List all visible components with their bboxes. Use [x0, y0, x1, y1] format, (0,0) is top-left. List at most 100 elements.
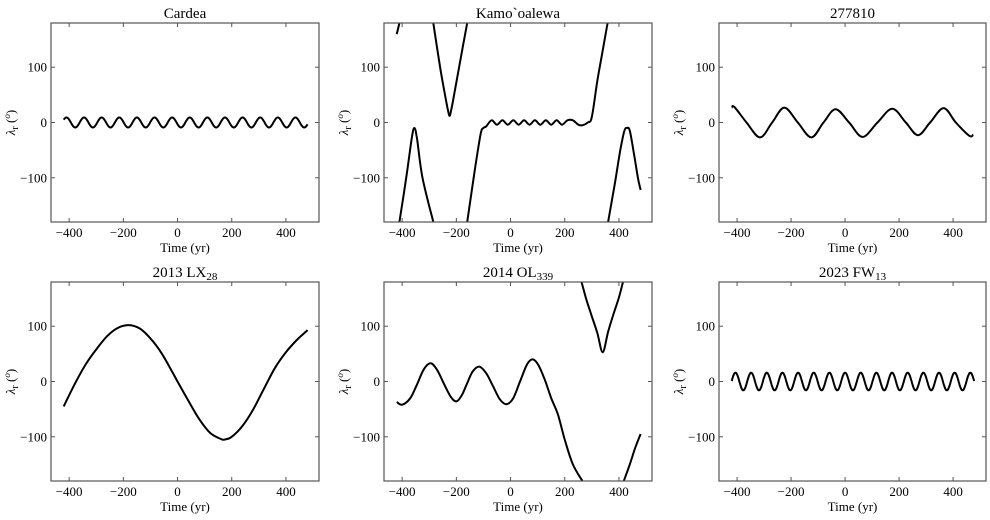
y-axis-label: λr (o): [670, 369, 689, 395]
data-line: [62, 324, 309, 441]
panel-cardea: Cardea Time (yr) λr (o) −400 −200 0 200 400−…: [2, 6, 320, 255]
panel-kamooalewa: Kamo`oalewa Time (yr) λr (o) −400 −200 0 20…: [335, 6, 653, 255]
x-tick-label: −400: [724, 225, 751, 240]
panel-2013-lx28: 2013 LX28 Time (yr) λr (o) −400 −200 0 200 4…: [2, 265, 320, 514]
x-tick-label: 400: [276, 225, 296, 240]
x-axis-label: Time (yr): [493, 499, 543, 514]
axes-frame: [50, 281, 320, 482]
x-tick-label: 0: [174, 484, 181, 499]
panel-title: 2023 FW13: [819, 265, 887, 283]
y-tick-label: 100: [696, 60, 716, 75]
y-tick-label: −100: [20, 429, 47, 444]
data-line: [395, 23, 642, 222]
series-line: [395, 23, 401, 35]
series-line: [62, 324, 309, 441]
x-tick-label: 0: [507, 225, 514, 240]
y-tick-label: 0: [41, 115, 48, 130]
y-tick-label: −100: [353, 170, 380, 185]
x-tick-label: −200: [110, 484, 137, 499]
y-axis-label: λr (o): [335, 369, 354, 395]
x-tick-label: 400: [943, 484, 963, 499]
x-tick-label: 200: [222, 225, 242, 240]
y-tick-label: −100: [353, 429, 380, 444]
axis-ticks: −400 −200 0 200 400 −100 0 100: [688, 23, 986, 240]
panel-title: 2013 LX28: [153, 265, 218, 283]
y-tick-label: 0: [374, 374, 381, 389]
x-tick-label: −200: [110, 225, 137, 240]
x-tick-label: 200: [555, 484, 575, 499]
y-tick-label: 0: [709, 115, 716, 130]
x-tick-label: −200: [778, 484, 805, 499]
x-tick-label: 400: [609, 484, 629, 499]
y-tick-label: 100: [361, 60, 381, 75]
x-tick-label: −200: [443, 484, 470, 499]
x-tick-label: −400: [389, 225, 416, 240]
data-line: [396, 282, 642, 481]
y-axis-label: λr (o): [335, 110, 354, 136]
data-line: [730, 105, 974, 139]
x-tick-label: 200: [555, 225, 575, 240]
x-tick-label: −400: [389, 484, 416, 499]
x-tick-label: 0: [507, 484, 514, 499]
axes-frame: [383, 22, 653, 223]
y-axis-label: λr (o): [670, 110, 689, 136]
x-tick-label: 400: [943, 225, 963, 240]
panel-2014-ol339: 2014 OL339 Time (yr) λr (o) −400 −200 0 200…: [335, 265, 653, 514]
x-tick-label: −200: [443, 225, 470, 240]
x-axis-label: Time (yr): [828, 499, 878, 514]
series-line: [432, 23, 469, 117]
y-tick-label: 100: [28, 319, 48, 334]
panel-2023-fw13: 2023 FW13 Time (yr) λr (o) −400 −200 0 200 4…: [670, 265, 987, 514]
panel-title: 2014 OL339: [483, 265, 554, 283]
x-tick-label: 0: [174, 225, 181, 240]
series-line: [396, 358, 584, 481]
panel-title: Kamo`oalewa: [476, 6, 560, 22]
x-tick-label: −400: [724, 484, 751, 499]
series-line: [398, 127, 435, 222]
x-axis-label: Time (yr): [160, 240, 210, 255]
x-tick-label: 200: [222, 484, 242, 499]
axis-ticks: −400 −200 0 200 400 −100 0 100: [353, 282, 652, 499]
axis-ticks: −400 −200 0 200 400 −100 0 100: [20, 23, 319, 240]
x-tick-label: −400: [56, 225, 83, 240]
axis-ticks: −400 −200 0 200 400 −100 0 100: [353, 23, 652, 240]
series-line: [466, 23, 609, 222]
panel-277810: 277810 Time (yr) λr (o) −400 −200 0 200 400−…: [670, 6, 987, 255]
y-tick-label: −100: [688, 429, 715, 444]
x-tick-label: −200: [778, 225, 805, 240]
axes-frame: [383, 281, 653, 482]
y-axis-label: λr (o): [2, 110, 21, 136]
axes-frame: [50, 22, 320, 223]
y-tick-label: 100: [361, 319, 381, 334]
y-tick-label: 100: [696, 319, 716, 334]
series-line: [730, 105, 974, 139]
y-tick-label: 0: [709, 374, 716, 389]
series-line: [607, 126, 642, 222]
y-tick-label: 0: [374, 115, 381, 130]
axis-ticks: −400 −200 0 200 400 −100 0 100: [688, 282, 986, 499]
data-line: [730, 371, 976, 392]
x-tick-label: 400: [276, 484, 296, 499]
x-tick-label: 200: [889, 484, 909, 499]
data-line: [62, 116, 309, 129]
x-tick-label: 400: [609, 225, 629, 240]
y-tick-label: −100: [688, 170, 715, 185]
panel-title: 277810: [830, 6, 875, 22]
y-tick-label: 0: [41, 374, 48, 389]
axes-frame: [718, 22, 987, 223]
series-line: [580, 282, 624, 354]
panel-title: Cardea: [164, 6, 207, 22]
x-axis-label: Time (yr): [493, 240, 543, 255]
x-tick-label: −400: [56, 484, 83, 499]
axis-ticks: −400 −200 0 200 400 −100 0 100: [20, 282, 319, 499]
x-axis-label: Time (yr): [828, 240, 878, 255]
y-tick-label: −100: [20, 170, 47, 185]
x-axis-label: Time (yr): [160, 499, 210, 514]
axes-frame: [718, 281, 987, 482]
x-tick-label: 0: [842, 225, 849, 240]
x-tick-label: 200: [889, 225, 909, 240]
y-tick-label: 100: [28, 60, 48, 75]
x-tick-label: 0: [842, 484, 849, 499]
